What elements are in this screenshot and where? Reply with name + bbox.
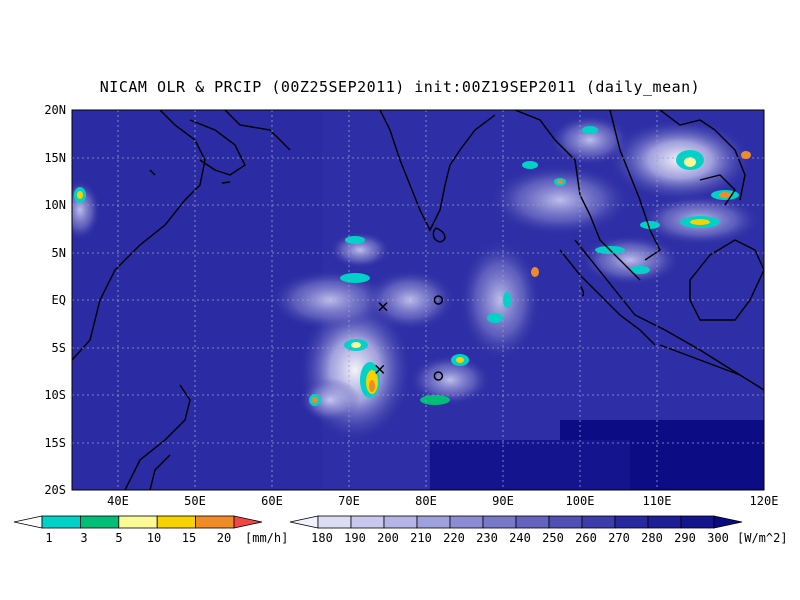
olr-cb-label: 210 (410, 531, 432, 545)
olr-cb-swatch (515, 515, 550, 529)
lon-label: 40E (107, 494, 129, 508)
grid (72, 110, 764, 490)
olr-cb-swatch (383, 515, 418, 529)
olr-cb-swatch (548, 515, 583, 529)
olr-cb-swatch (317, 515, 352, 529)
lon-label: 50E (184, 494, 206, 508)
lon-label: 100E (565, 494, 595, 508)
coastlines (72, 110, 764, 490)
lat-label: EQ (51, 293, 66, 307)
olr-cb-label: 190 (344, 531, 366, 545)
lon-label: 70E (338, 494, 360, 508)
olr-cb-label: 220 (443, 531, 465, 545)
olr-cb-label: 230 (476, 531, 498, 545)
olr-cb-swatch (647, 515, 682, 529)
olr-cb-swatch (614, 515, 649, 529)
lat-label: 15N (44, 151, 66, 165)
olr-cb-arrow-right (713, 515, 743, 529)
precip-cb-label: 5 (115, 531, 123, 545)
precip-cb-label: 15 (181, 531, 197, 545)
lon-label: 60E (261, 494, 283, 508)
olr-unit: [W/m^2] (737, 531, 788, 545)
lat-label: 20S (44, 483, 66, 497)
olr-cb-swatch (449, 515, 484, 529)
circle-marker (433, 371, 444, 381)
lat-label: 20N (44, 103, 66, 117)
olr-cb-label: 240 (509, 531, 531, 545)
precip-cb-swatch (80, 515, 120, 529)
olr-colorbar (289, 515, 743, 529)
olr-cb-swatch (680, 515, 715, 529)
olr-cb-label: 280 (641, 531, 663, 545)
olr-field (72, 110, 764, 490)
lon-label: 80E (415, 494, 437, 508)
precip-unit: [mm/h] (245, 531, 289, 545)
olr-cb-label: 250 (542, 531, 564, 545)
olr-cb-label: 180 (311, 531, 333, 545)
precip-cb-arrow-right (233, 515, 263, 529)
olr-cb-swatch (482, 515, 517, 529)
precip-cb-swatch (195, 515, 235, 529)
map-frame (71, 109, 765, 491)
precip-cb-swatch (41, 515, 81, 529)
precip-colorbar (13, 515, 263, 529)
lon-label: 110E (642, 494, 672, 508)
olr-cb-label: 290 (674, 531, 696, 545)
precip-cb-label: 1 (45, 531, 53, 545)
olr-cb-arrow-left (289, 515, 319, 529)
precip-cb-label: 10 (146, 531, 162, 545)
markers (375, 295, 444, 381)
lon-label: 120E (749, 494, 779, 508)
olr-cb-swatch (416, 515, 451, 529)
precip-cb-label: 20 (216, 531, 232, 545)
precip-cb-label: 3 (80, 531, 88, 545)
lat-label: 10S (44, 388, 66, 402)
precip-cb-swatch (118, 515, 158, 529)
lat-label: 5S (51, 341, 66, 355)
precip-cb-arrow-left (13, 515, 43, 529)
olr-cb-label: 200 (377, 531, 399, 545)
olr-cb-label: 260 (575, 531, 597, 545)
x-marker (378, 302, 388, 312)
circle-marker (433, 295, 444, 305)
olr-cb-label: 270 (608, 531, 630, 545)
olr-cb-swatch (350, 515, 385, 529)
precip-cb-swatch (156, 515, 196, 529)
x-marker (375, 364, 385, 374)
lat-label: 15S (44, 436, 66, 450)
olr-cb-label: 300 (707, 531, 729, 545)
olr-cb-swatch (581, 515, 616, 529)
lon-label: 90E (492, 494, 514, 508)
lat-label: 10N (44, 198, 66, 212)
lat-label: 5N (51, 246, 66, 260)
precip-patches (74, 126, 751, 406)
map-title: NICAM OLR & PRCIP (00Z25SEP2011) init:00… (99, 78, 701, 96)
